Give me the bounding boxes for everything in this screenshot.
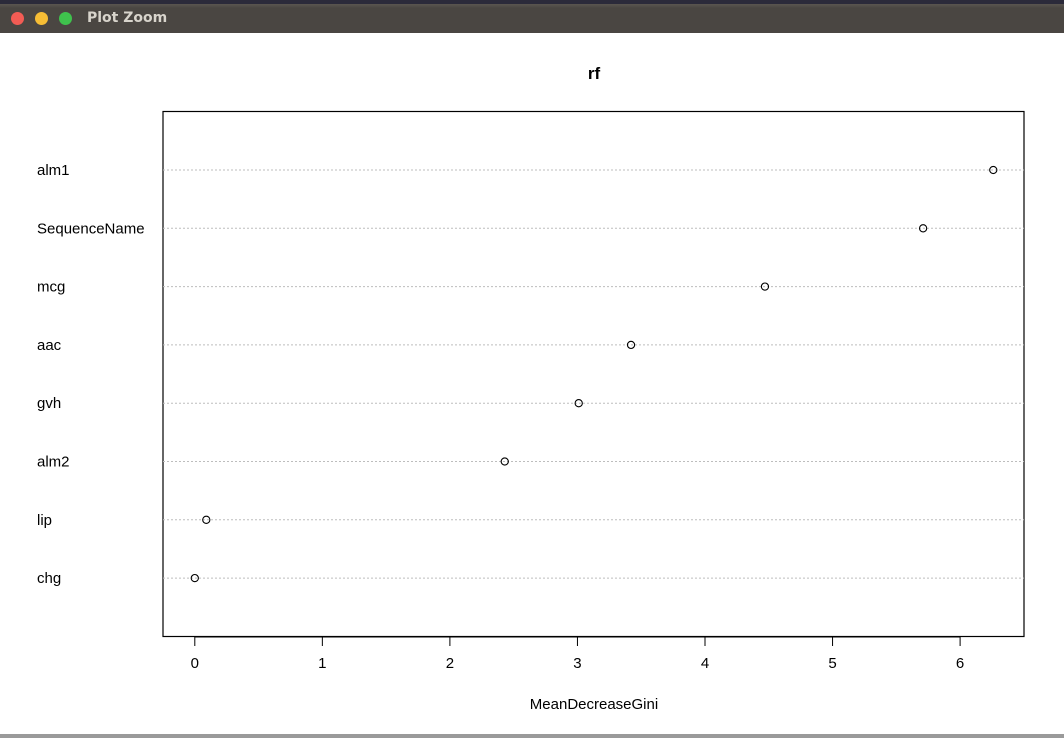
data-point-aac bbox=[626, 340, 636, 350]
window-title: Plot Zoom bbox=[87, 10, 168, 26]
x-tick-label: 5 bbox=[828, 655, 836, 672]
chart-title: rf bbox=[588, 64, 601, 83]
data-point-mcg bbox=[760, 282, 770, 291]
x-tick-label: 4 bbox=[701, 655, 709, 672]
window-bottom-edge bbox=[0, 734, 1064, 738]
category-label: gvh bbox=[37, 395, 61, 412]
data-point-gvh bbox=[574, 399, 583, 408]
plot-area: rf alm1 SequenceName mcg aac gvh alm2 lip chg 0… bbox=[0, 33, 1064, 738]
close-window-button[interactable] bbox=[11, 12, 24, 25]
category-label: alm1 bbox=[37, 162, 70, 179]
plot-frame bbox=[162, 110, 1025, 638]
category-labels: alm1 SequenceName mcg aac gvh alm2 lip chg bbox=[37, 162, 145, 587]
x-tick-label: 0 bbox=[191, 655, 199, 672]
data-point-lip bbox=[202, 515, 211, 524]
x-axis: 0 1 2 3 4 5 6 bbox=[191, 636, 964, 672]
category-label: mcg bbox=[37, 279, 65, 296]
data-point-alm2 bbox=[500, 457, 509, 466]
data-point-alm1 bbox=[989, 165, 998, 175]
data-point-chg bbox=[190, 573, 199, 583]
category-label: chg bbox=[37, 570, 61, 587]
category-label: alm2 bbox=[37, 454, 70, 471]
data-point-sequencename bbox=[918, 224, 928, 233]
x-tick-label: 2 bbox=[446, 655, 454, 672]
dot-chart: rf alm1 SequenceName mcg aac gvh alm2 lip chg 0… bbox=[37, 64, 1025, 713]
minimize-window-button[interactable] bbox=[35, 12, 48, 25]
maximize-window-button[interactable] bbox=[59, 12, 72, 25]
x-tick-label: 6 bbox=[956, 655, 964, 672]
category-label: SequenceName bbox=[37, 220, 145, 237]
x-axis-label: MeanDecreaseGini bbox=[530, 696, 658, 713]
title-bar[interactable]: Plot Zoom bbox=[0, 0, 1064, 33]
x-tick-label: 1 bbox=[318, 655, 326, 672]
grid-lines bbox=[163, 169, 1024, 579]
category-label: aac bbox=[37, 337, 62, 354]
category-label: lip bbox=[37, 512, 52, 529]
x-tick-label: 3 bbox=[573, 655, 581, 672]
data-points bbox=[190, 165, 998, 583]
